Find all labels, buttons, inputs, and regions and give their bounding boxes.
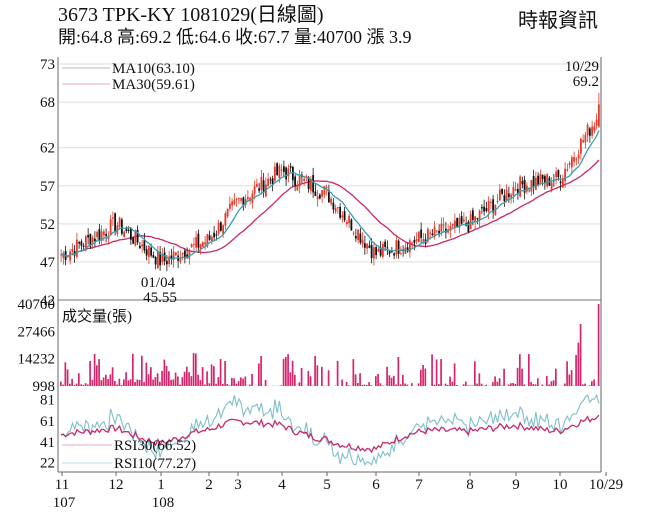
low-value-label: 45.55: [143, 290, 177, 306]
high-value-label: 69.2: [573, 74, 599, 90]
rsi-panel: 81 61 41 22 RSI30(66.52) RSI10(77.27): [40, 388, 602, 473]
rsi10-legend: RSI10(77.27): [114, 456, 196, 472]
volume-ytick: 14232: [18, 352, 56, 368]
x-tick-year: 108: [152, 495, 175, 511]
x-tick: 6: [372, 477, 380, 493]
rsi-ytick: 81: [40, 392, 55, 408]
rsi10-line: [60, 393, 600, 466]
price-ytick: 62: [40, 141, 55, 157]
chart-title: 3673 TPK-KY 1081029(日線圖): [58, 4, 324, 26]
volume-bars: [60, 304, 600, 386]
price-ytick: 52: [40, 217, 55, 233]
volume-ytick: 998: [33, 379, 56, 395]
volume-panel: 40700 27466 14232 998 成交量(張): [18, 297, 602, 395]
low-date-label: 01/04: [141, 275, 176, 291]
x-tick: 7: [415, 477, 423, 493]
x-tick-year: 107: [53, 495, 76, 511]
price-ytick: 57: [40, 179, 56, 195]
ma10-line: [60, 130, 600, 260]
rsi-ytick: 22: [40, 456, 55, 472]
rsi30-line: [61, 414, 600, 454]
x-tick: 5: [323, 477, 331, 493]
ohlc-stats: 開:64.8 高:69.2 低:64.6 收:67.7 量:40700 漲 3.…: [58, 27, 412, 47]
price-ytick: 73: [40, 57, 55, 73]
price-ytick: 68: [40, 95, 55, 111]
price-panel: 73 68 62 57 52 47 42 MA10(63.10) MA30(59.61) 1…: [40, 57, 602, 309]
high-date-label: 10/29: [565, 59, 599, 75]
volume-title: 成交量(張): [62, 307, 132, 325]
candlesticks: [60, 92, 600, 272]
rsi-ytick: 41: [40, 435, 55, 451]
ma30-legend: MA30(59.61): [112, 77, 195, 93]
x-tick: 10/29: [589, 477, 623, 493]
x-tick: 1: [157, 477, 165, 493]
ma30-line: [60, 159, 600, 257]
ma10-legend: MA10(63.10): [112, 61, 195, 77]
x-tick: 8: [466, 477, 474, 493]
brand-label: 時報資訊: [518, 10, 598, 32]
x-tick: 10: [553, 477, 568, 493]
x-tick: 12: [109, 477, 124, 493]
rsi-ytick: 61: [40, 414, 55, 430]
x-tick: 4: [278, 477, 286, 493]
price-ytick: 47: [40, 255, 56, 271]
x-tick: 11: [55, 477, 69, 493]
x-tick: 2: [205, 477, 213, 493]
x-tick: 9: [512, 477, 520, 493]
x-axis: 11 107 12 1 108 2 3 4 5 6 7 8 9 10 10/29: [53, 472, 623, 511]
x-tick: 3: [234, 477, 242, 493]
volume-ytick: 40700: [18, 297, 56, 313]
volume-ytick: 27466: [18, 324, 56, 340]
price-ytick: 42: [40, 293, 55, 309]
rsi30-legend: RSI30(66.52): [114, 438, 196, 454]
